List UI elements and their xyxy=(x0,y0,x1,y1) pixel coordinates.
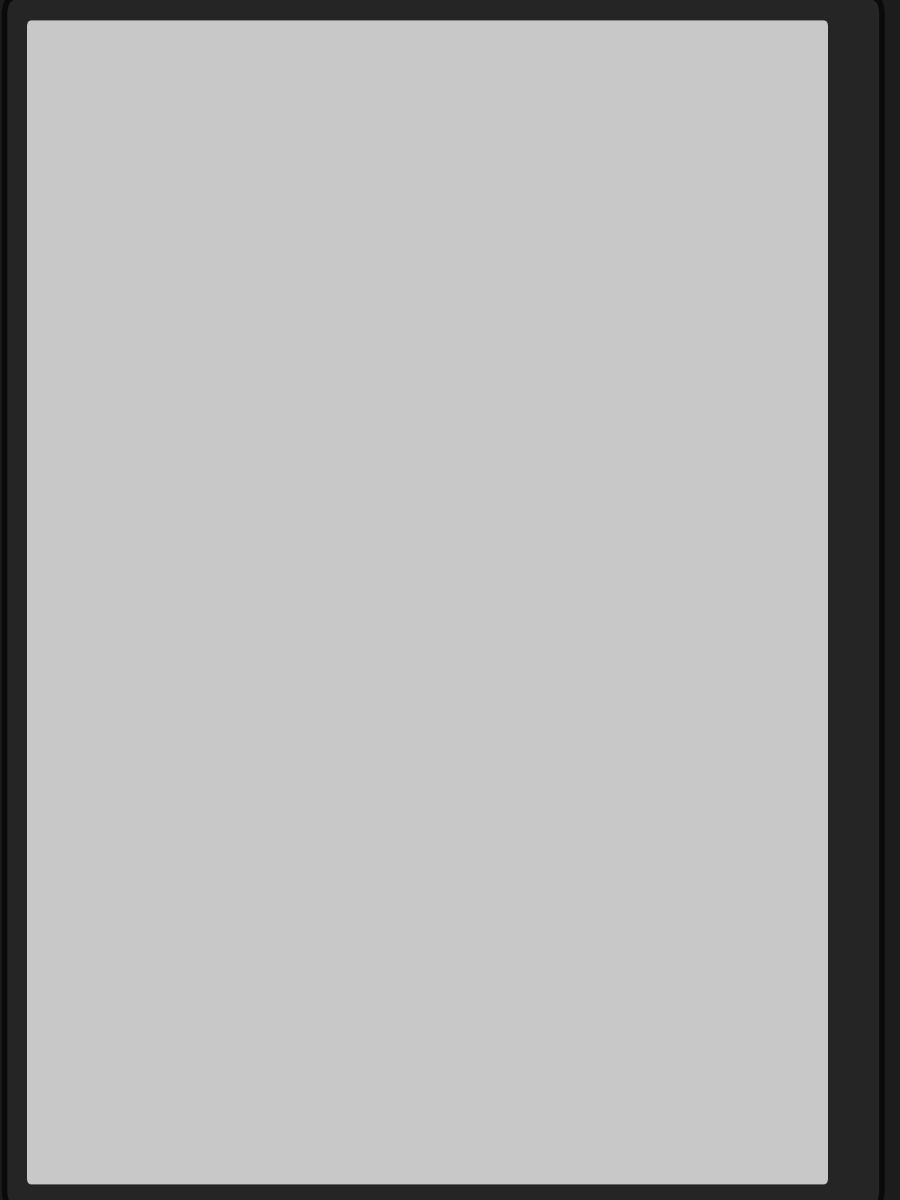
Bar xyxy=(91,818,721,1153)
Bar xyxy=(32,26,824,148)
Text: • ⊙ Ω: • ⊙ Ω xyxy=(665,52,697,61)
Text: stereochemistry. Ignore any inorganic byproducts.: stereochemistry. Ignore any inorganic by… xyxy=(114,238,518,252)
FancyBboxPatch shape xyxy=(41,192,795,1174)
Text: • • •: • • • xyxy=(412,50,443,62)
Text: Draw the product of the E2 reaction shown below. Include the correct: Draw the product of the E2 reaction show… xyxy=(51,211,609,226)
Circle shape xyxy=(418,19,437,47)
Text: DBU: DBU xyxy=(345,562,383,580)
Text: Draw the E2 Product: Draw the E2 Product xyxy=(328,978,472,992)
Bar xyxy=(32,145,824,193)
Text: Br: Br xyxy=(556,337,591,365)
Bar xyxy=(32,193,824,1178)
FancyBboxPatch shape xyxy=(617,150,800,193)
Text: Question 29 of 41: Question 29 of 41 xyxy=(51,160,253,179)
Text: Submit: Submit xyxy=(678,164,742,179)
Text: AM  Sun Nov 27: AM Sun Nov 27 xyxy=(51,50,150,62)
Circle shape xyxy=(422,25,433,41)
Text: 68%: 68% xyxy=(775,52,800,61)
Text: $\mathregular{H_3C}$: $\mathregular{H_3C}$ xyxy=(178,472,238,502)
